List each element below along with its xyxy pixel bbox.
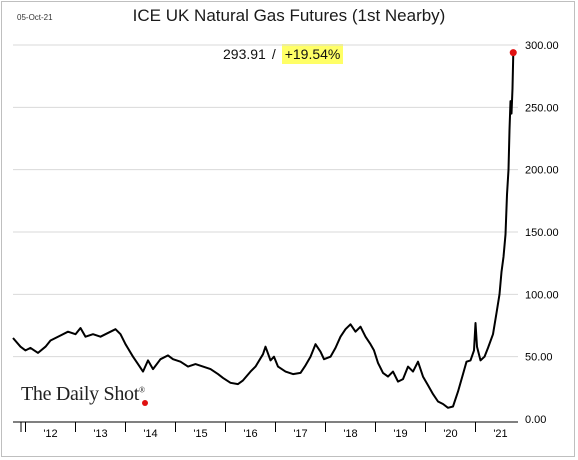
- x-tick-label: '19: [393, 428, 407, 440]
- y-tick-label: 250.00: [525, 102, 559, 114]
- y-tick-label: 150.00: [525, 227, 559, 239]
- x-tick-label: '14: [143, 428, 157, 440]
- daily-shot-logo: The Daily Shot®: [21, 383, 145, 405]
- readout-separator: /: [271, 46, 276, 62]
- chart-date: 05-Oct-21: [17, 13, 53, 22]
- x-tick-label: '17: [293, 428, 307, 440]
- y-tick-label: 200.00: [525, 165, 559, 177]
- y-tick-label: 0.00: [525, 414, 546, 426]
- last-value: 293.91: [223, 46, 266, 62]
- logo-dot-icon: [142, 400, 148, 406]
- series-line: [12, 52, 515, 409]
- x-tick-label: '20: [443, 428, 457, 440]
- change-badge: +19.54%: [281, 44, 344, 64]
- x-tick-label: '16: [243, 428, 257, 440]
- x-tick-label: '18: [343, 428, 357, 440]
- x-tick-label: '13: [93, 428, 107, 440]
- chart-title: ICE UK Natural Gas Futures (1st Nearby): [132, 6, 446, 25]
- x-tick-label: '21: [493, 428, 507, 440]
- last-point-marker: [509, 49, 517, 57]
- y-tick-label: 300.00: [525, 40, 559, 52]
- value-readout: 293.91 / +19.54%: [223, 44, 344, 64]
- x-tick-label: '12: [43, 428, 57, 440]
- x-tick-label: '15: [193, 428, 207, 440]
- y-tick-label: 50.00: [525, 352, 553, 364]
- y-tick-label: 100.00: [525, 289, 559, 301]
